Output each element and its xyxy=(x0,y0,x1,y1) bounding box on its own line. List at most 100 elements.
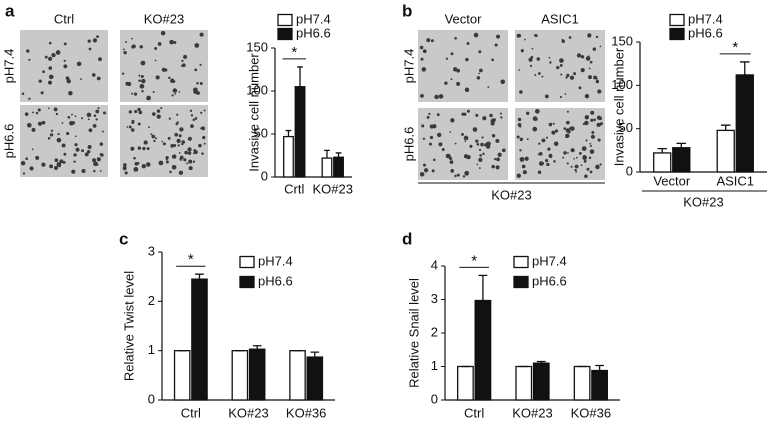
error-bar xyxy=(285,129,292,137)
cell-dot xyxy=(32,111,34,114)
cell-dot xyxy=(192,160,196,163)
x-tick-label: KO#23 xyxy=(313,181,353,196)
cell-dot xyxy=(27,122,32,128)
cell-dot xyxy=(552,122,555,125)
cell-dot xyxy=(421,124,425,128)
cell-dot xyxy=(565,76,568,79)
cell-dot xyxy=(473,32,479,38)
cell-dot xyxy=(500,116,503,119)
y-axis-label: Relative Twist level xyxy=(121,271,136,381)
cell-dot xyxy=(122,48,125,51)
error-bar xyxy=(478,274,488,301)
cell-dot xyxy=(81,117,84,120)
y-axis-label: Relative Snail level xyxy=(406,278,421,388)
cell-dot xyxy=(478,157,483,162)
cell-dot xyxy=(81,168,86,174)
cell-dot xyxy=(63,152,67,156)
cell-dot xyxy=(495,138,500,143)
cell-dot xyxy=(146,95,151,101)
cell-dot xyxy=(174,132,178,137)
cell-dot xyxy=(496,157,500,162)
cell-dot xyxy=(466,109,470,113)
legend-label: pH7.4 xyxy=(296,11,331,26)
cell-dot xyxy=(141,163,146,169)
cell-dot xyxy=(599,45,602,48)
cell-dot xyxy=(519,137,524,142)
cell-dot xyxy=(449,160,454,164)
cell-dot xyxy=(190,114,194,117)
cell-dot xyxy=(130,146,135,151)
cell-dot xyxy=(589,170,593,174)
cell-dot xyxy=(421,67,427,72)
cell-dot xyxy=(49,164,54,169)
cell-dot xyxy=(565,135,568,139)
cell-dot xyxy=(487,86,490,89)
cell-dot xyxy=(194,68,198,72)
cell-dot xyxy=(96,163,99,166)
cell-dot xyxy=(59,159,64,164)
cell-dot xyxy=(97,107,100,110)
legend-label: pH6.6 xyxy=(258,273,293,288)
cell-dot xyxy=(553,141,559,147)
cell-dot xyxy=(61,122,64,124)
cell-dot xyxy=(582,155,587,161)
cell-dot xyxy=(545,158,549,163)
significance-label: * xyxy=(471,252,477,269)
cell-dot xyxy=(41,120,46,125)
cell-dot xyxy=(87,118,90,121)
cell-dot xyxy=(595,35,599,39)
cell-dot xyxy=(84,152,89,157)
cell-dot xyxy=(581,146,587,151)
cell-dot xyxy=(81,149,85,153)
legend-label: pH6.6 xyxy=(688,25,723,40)
cell-dot xyxy=(575,171,577,173)
cell-dot xyxy=(518,69,521,71)
cell-dot xyxy=(524,156,529,161)
cell-dot xyxy=(578,86,582,90)
error-bar xyxy=(676,142,687,148)
cell-dot xyxy=(198,143,202,148)
cell-dot xyxy=(201,126,206,131)
cell-dot xyxy=(68,90,73,96)
cell-dot xyxy=(178,134,182,138)
cell-dot xyxy=(584,115,590,120)
cell-dot xyxy=(153,139,156,143)
y-tick-label: 1 xyxy=(148,342,155,357)
cell-dot xyxy=(585,56,591,61)
cell-dot xyxy=(54,158,59,163)
cell-dot xyxy=(536,57,541,61)
cell-dot xyxy=(553,160,556,163)
cell-dot xyxy=(589,144,592,148)
cell-dot xyxy=(142,146,146,151)
error-bar xyxy=(720,124,731,131)
cell-dot xyxy=(466,41,470,45)
cell-dot xyxy=(528,57,533,62)
bar xyxy=(474,299,492,401)
cell-dot xyxy=(154,59,157,62)
cell-dot xyxy=(423,163,426,167)
cell-dot xyxy=(180,65,183,67)
bar xyxy=(248,348,266,401)
cell-dot xyxy=(48,66,53,70)
cell-dot xyxy=(173,143,177,147)
cell-dot xyxy=(597,89,602,94)
cell-dot xyxy=(66,78,71,84)
x-tick-label: Ctrl xyxy=(464,405,484,420)
cell-dot xyxy=(589,142,592,145)
cell-dot xyxy=(80,78,82,80)
cell-dot xyxy=(201,152,204,155)
cell-dot xyxy=(96,157,101,162)
cell-dot xyxy=(485,144,491,149)
cell-dot xyxy=(449,156,453,161)
cell-dot xyxy=(491,58,495,62)
cell-dot xyxy=(133,156,136,160)
cell-dot xyxy=(519,149,522,152)
cell-dot xyxy=(469,144,473,148)
cell-dot xyxy=(535,111,538,113)
cell-dot xyxy=(580,55,585,59)
cell-dot xyxy=(136,161,140,165)
cell-dot xyxy=(187,151,192,155)
legend-swatch xyxy=(669,13,685,27)
cell-dot xyxy=(100,153,104,157)
y-tick-label: 0 xyxy=(148,391,155,406)
